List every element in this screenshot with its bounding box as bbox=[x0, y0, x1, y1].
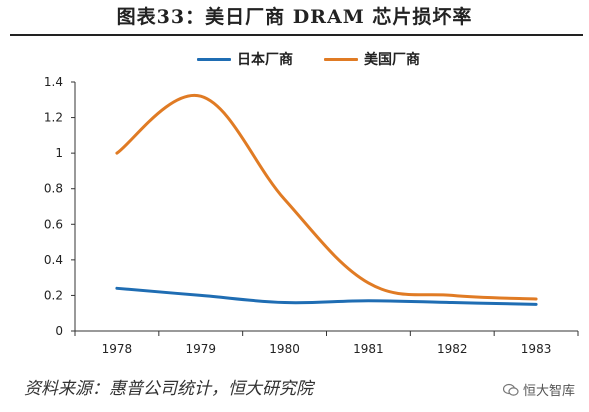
line-chart: 0 0.2 0.4 0.6 0.8 1 1.2 1.4 1978 1979 1980 1981 1982… bbox=[44, 75, 579, 356]
x-tick-label: 1983 bbox=[521, 342, 552, 356]
source-note: 资料来源：惠普公司统计，恒大研究院 bbox=[24, 379, 313, 399]
wechat-icon bbox=[502, 383, 519, 396]
legend-swatch-japan bbox=[197, 57, 231, 61]
y-tick-label: 1.2 bbox=[44, 111, 63, 125]
legend-label-japan: 日本厂商 bbox=[237, 52, 293, 68]
y-tick-label: 1.4 bbox=[44, 75, 63, 89]
legend-label-usa: 美国厂商 bbox=[364, 52, 420, 68]
legend-item-usa: 美国厂商 bbox=[324, 49, 420, 69]
y-tick-label: 1 bbox=[55, 146, 63, 160]
y-tick-label: 0.2 bbox=[44, 288, 63, 302]
chart-title: 图表33：美日厂商 DRAM 芯片损坏率 bbox=[116, 6, 473, 28]
y-tick-label: 0.8 bbox=[44, 182, 63, 196]
watermark-label: 恒大智库 bbox=[522, 384, 575, 399]
x-tick-label: 1981 bbox=[353, 342, 384, 356]
x-tick-label: 1978 bbox=[102, 342, 133, 356]
watermark: 恒大智库 bbox=[502, 380, 575, 399]
y-tick-label: 0.4 bbox=[44, 253, 63, 267]
y-tick-label: 0 bbox=[55, 324, 63, 338]
legend-item-japan: 日本厂商 bbox=[197, 49, 293, 69]
series-line-japan bbox=[115, 286, 538, 306]
legend-swatch-usa bbox=[324, 57, 358, 61]
x-tick-label: 1979 bbox=[185, 342, 216, 356]
x-tick-label: 1980 bbox=[269, 342, 300, 356]
y-tick-label: 0.6 bbox=[44, 217, 63, 231]
legend: 日本厂商 美国厂商 bbox=[0, 49, 589, 69]
series-line-usa bbox=[115, 93, 538, 301]
x-tick-label: 1982 bbox=[437, 342, 468, 356]
title-divider bbox=[10, 34, 583, 36]
